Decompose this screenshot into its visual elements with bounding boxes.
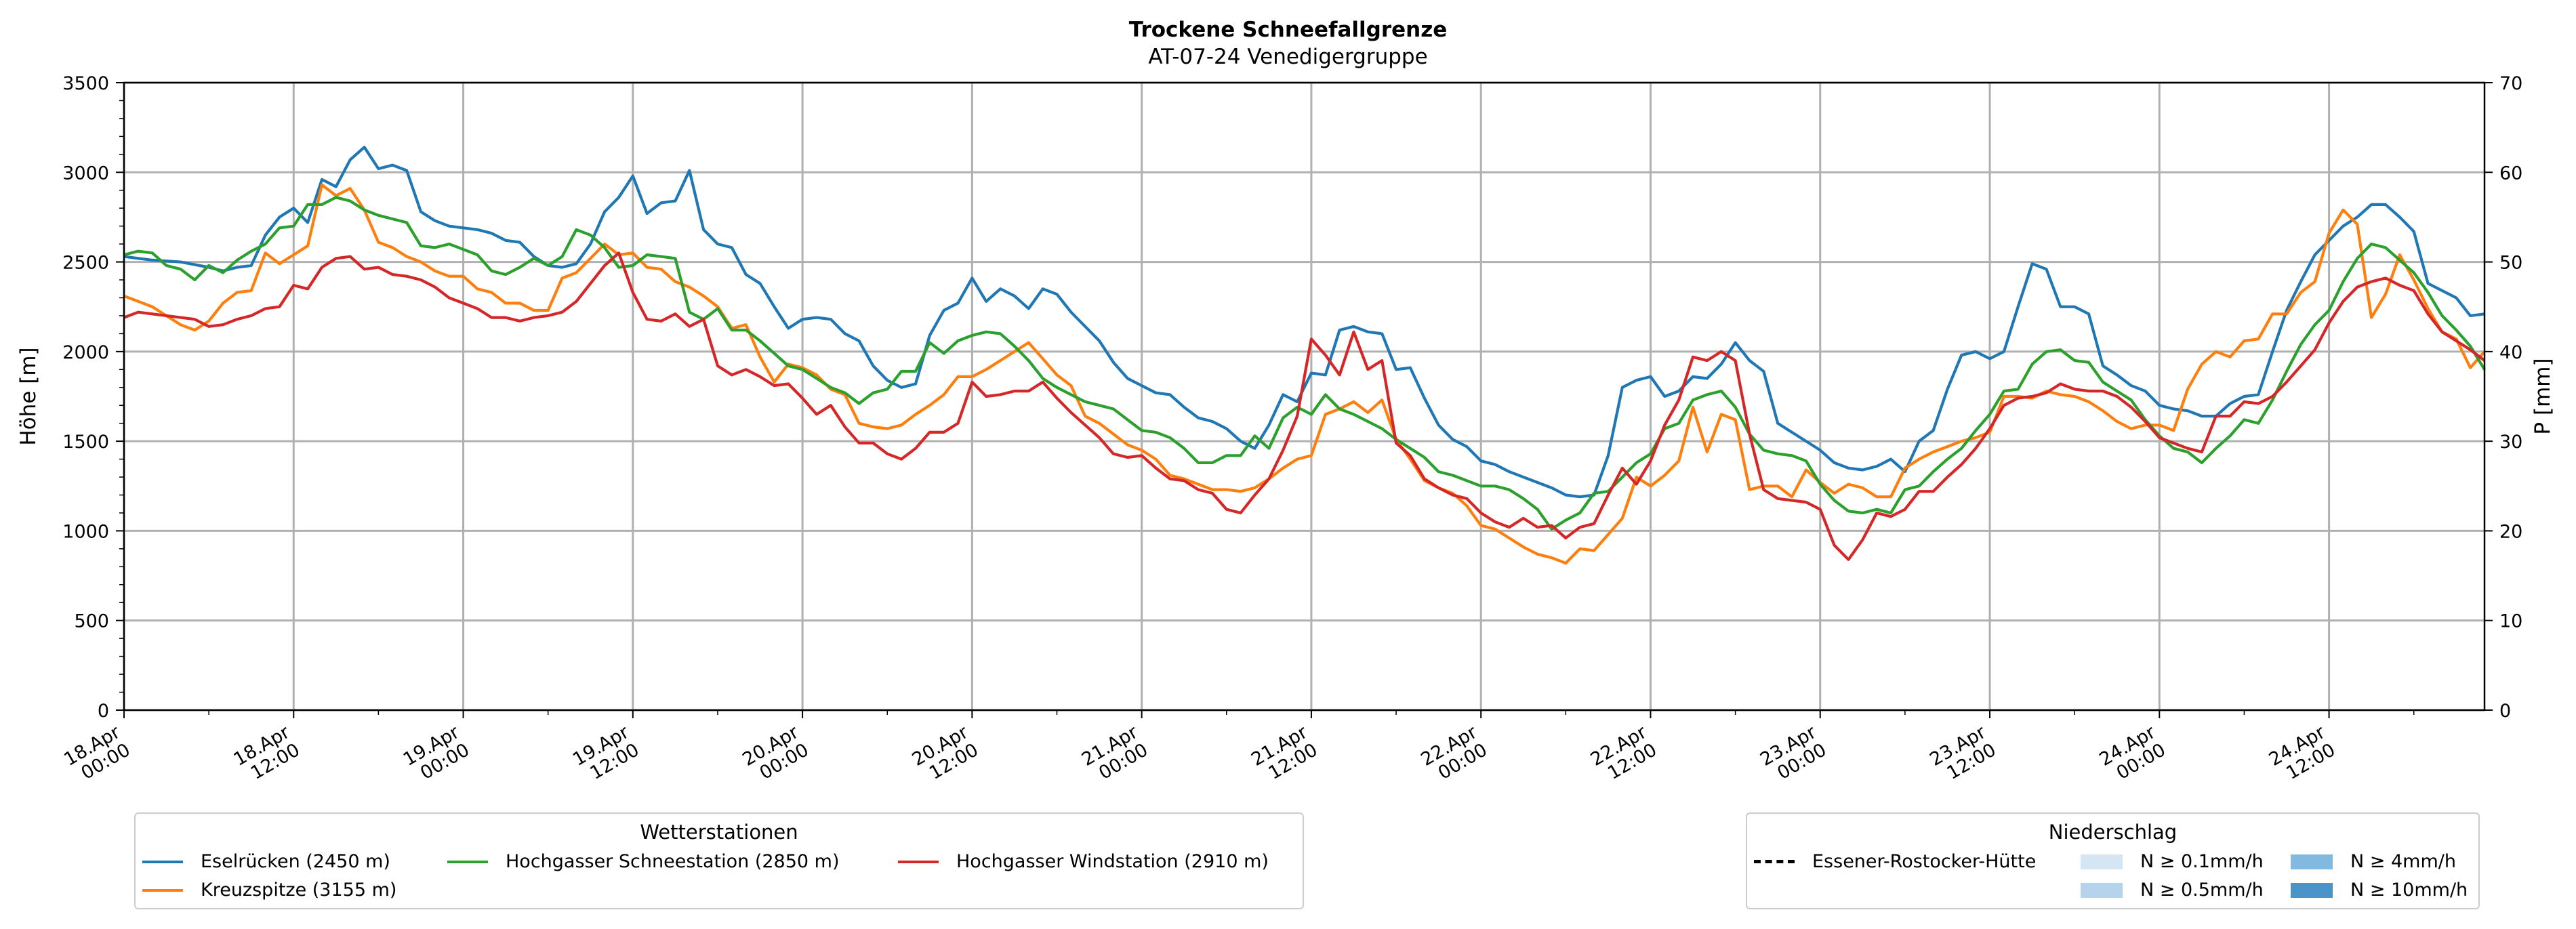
xtick-label: 23.Apr00:00	[1757, 722, 1831, 788]
legend-item-precip-01: N ≥ 0.1mm/h	[2081, 851, 2264, 872]
xtick-label: 18.Apr12:00	[230, 722, 304, 788]
ytick-label-left: 1000	[62, 521, 109, 542]
ytick-label-left: 0	[98, 701, 109, 722]
legend-item-precip-4: N ≥ 4mm/h	[2291, 851, 2456, 872]
legend-swatch-precip-05	[2081, 882, 2123, 898]
xtick-label: 21.Apr00:00	[1078, 722, 1152, 788]
ytick-label-left: 1500	[62, 432, 109, 453]
legend-swatch-kreuzspitze	[142, 888, 183, 892]
xtick-label: 22.Apr00:00	[1418, 722, 1492, 788]
legend-item-precip-10: N ≥ 10mm/h	[2291, 880, 2468, 901]
ytick-label-left: 3000	[62, 163, 109, 184]
legend-stations-title: Wetterstationen	[640, 821, 798, 844]
ytick-label-right: 70	[2499, 73, 2522, 94]
legend-item-eselruecken: Eselrücken (2450 m)	[142, 851, 390, 872]
series-line-3	[123, 251, 2486, 561]
legend-label-eselruecken: Eselrücken (2450 m)	[201, 851, 390, 872]
legend-label-precip-05: N ≥ 0.5mm/h	[2140, 880, 2264, 901]
legend-item-schneestation: Hochgasser Schneestation (2850 m)	[447, 851, 840, 872]
legend-precip: Niederschlag Essener-Rostocker-Hütte N ≥…	[1746, 812, 2480, 909]
xtick-label: 21.Apr12:00	[1248, 722, 1322, 788]
legend-label-precip-01: N ≥ 0.1mm/h	[2140, 851, 2264, 872]
chart-subtitle: AT-07-24 Venedigergruppe	[1148, 45, 1428, 69]
xtick-label: 24.Apr00:00	[2096, 722, 2170, 788]
legend-label-windstation: Hochgasser Windstation (2910 m)	[956, 851, 1269, 872]
plot-frame	[123, 81, 2486, 711]
legend-label-kreuzspitze: Kreuzspitze (3155 m)	[201, 880, 397, 901]
xtick-label: 19.Apr12:00	[569, 722, 643, 788]
ytick-label-right: 50	[2499, 253, 2522, 274]
xtick-label: 23.Apr12:00	[1926, 722, 2000, 788]
legend-item-kreuzspitze: Kreuzspitze (3155 m)	[142, 880, 396, 901]
ytick-label-right: 40	[2499, 342, 2522, 363]
ytick-label-left: 2000	[62, 342, 109, 363]
ytick-label-right: 30	[2499, 432, 2522, 453]
series-line-1	[123, 183, 2486, 565]
ytick-label-right: 60	[2499, 163, 2522, 184]
legend-label-precip-4: N ≥ 4mm/h	[2350, 851, 2456, 872]
xtick-label: 20.Apr12:00	[909, 722, 983, 788]
legend-swatch-hut	[1754, 860, 1795, 863]
series-line-0	[123, 146, 2485, 499]
legend-item-hut: Essener-Rostocker-Hütte	[1754, 851, 2036, 872]
legend-swatch-precip-10	[2291, 882, 2333, 898]
legend-swatch-eselruecken	[142, 860, 183, 863]
ytick-label-right: 10	[2499, 611, 2522, 632]
chart-title: Trockene Schneefallgrenze	[1128, 18, 1448, 42]
ytick-label-left: 500	[74, 611, 109, 632]
legend-stations: Wetterstationen Eselrücken (2450 m) Kreu…	[134, 812, 1304, 909]
ylabel-right: P [mm]	[2531, 358, 2555, 434]
xtick-label: 20.Apr00:00	[739, 722, 813, 788]
ylabel-left: Höhe [m]	[16, 347, 41, 445]
legend-swatch-precip-4	[2291, 854, 2333, 869]
grid-layer	[123, 81, 2485, 711]
xtick-label: 22.Apr12:00	[1587, 722, 1661, 788]
legend-swatch-precip-01	[2081, 854, 2123, 869]
legend-precip-title: Niederschlag	[2048, 821, 2178, 844]
ytick-label-left: 3500	[62, 73, 109, 94]
xtick-label: 24.Apr12:00	[2266, 722, 2339, 788]
legend-item-precip-05: N ≥ 0.5mm/h	[2081, 880, 2264, 901]
ytick-label-right: 0	[2499, 701, 2511, 722]
legend-label-precip-10: N ≥ 10mm/h	[2350, 880, 2468, 901]
xtick-label: 18.Apr00:00	[60, 722, 134, 788]
xtick-label: 19.Apr00:00	[400, 722, 474, 788]
legend-item-windstation: Hochgasser Windstation (2910 m)	[898, 851, 1269, 872]
legend-swatch-windstation	[898, 860, 939, 863]
series-line-2	[123, 196, 2486, 531]
ytick-label-left: 2500	[62, 253, 109, 274]
series-layer	[123, 146, 2486, 565]
legend-label-schneestation: Hochgasser Schneestation (2850 m)	[506, 851, 840, 872]
ytick-label-right: 20	[2499, 521, 2522, 542]
legend-label-hut: Essener-Rostocker-Hütte	[1812, 851, 2037, 872]
legend-swatch-schneestation	[447, 860, 488, 863]
